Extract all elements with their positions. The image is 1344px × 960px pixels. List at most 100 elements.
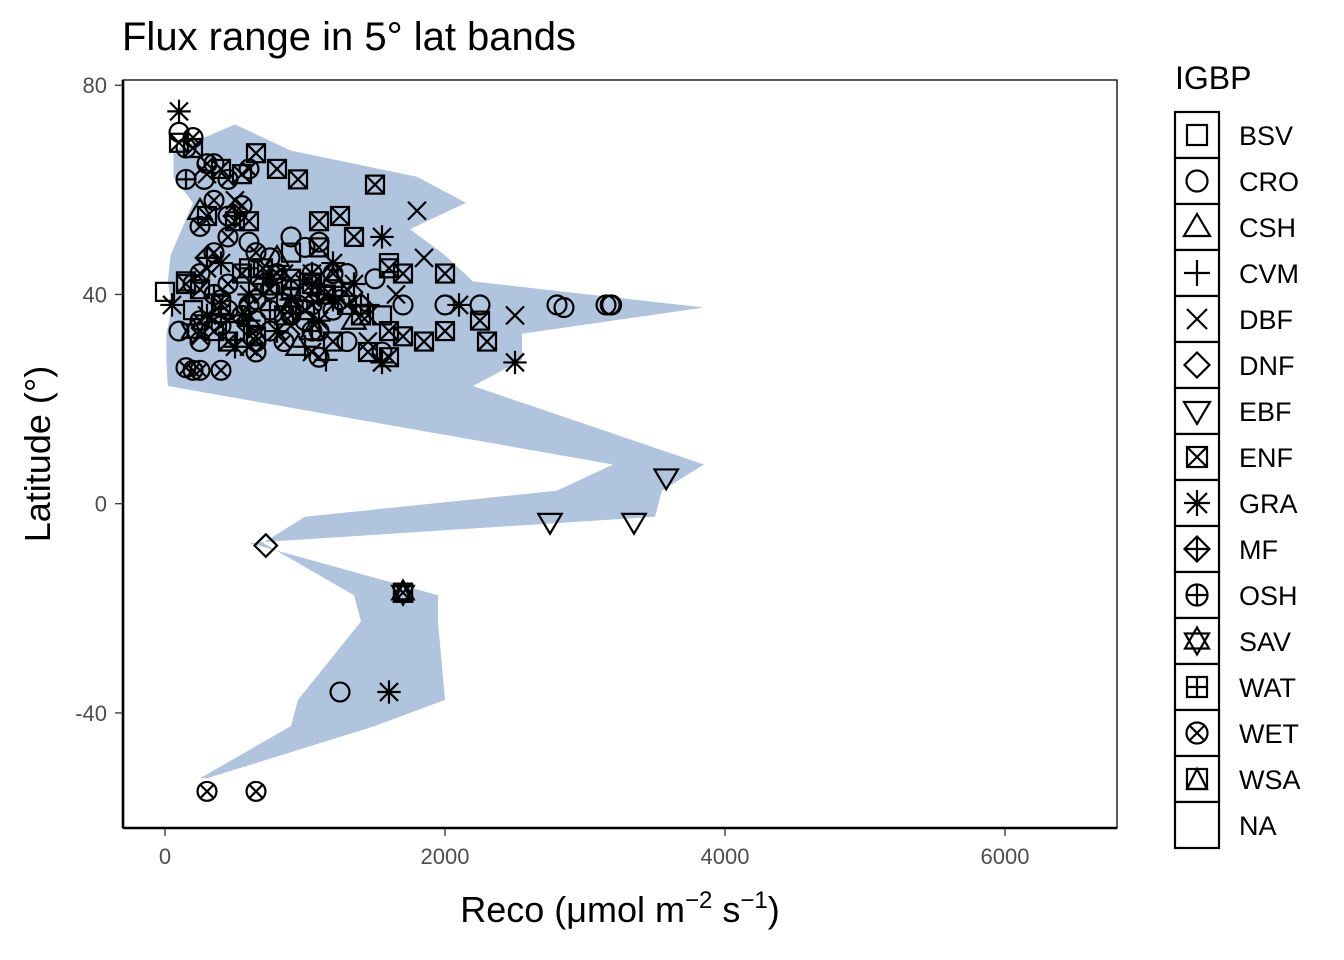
legend: BSV CRO CSH CVM DBF DNF EBF ENF GRA MF OSH SAV WAT WE… — [1173, 110, 1301, 850]
legend-label: EBF — [1239, 397, 1292, 427]
point-enf — [364, 174, 386, 195]
point-osh — [259, 299, 281, 321]
legend-symbol-dnf — [1182, 350, 1212, 380]
point-ebf — [536, 512, 564, 536]
point-wet — [245, 242, 267, 264]
point-gra — [160, 293, 184, 317]
point-cro — [203, 153, 225, 175]
point-enf — [434, 263, 456, 284]
y-tick-label: 0 — [95, 492, 107, 517]
point-wet — [301, 262, 323, 285]
point-dbf — [407, 200, 427, 221]
x-axis-label-exp2: −1 — [740, 887, 767, 914]
legend-label: DNF — [1239, 351, 1295, 381]
point-wet — [189, 215, 211, 238]
point-gra — [377, 680, 401, 704]
legend-symbol-osh — [1185, 583, 1209, 607]
point-wet — [322, 262, 344, 285]
point-gra — [167, 99, 191, 124]
legend-key — [1173, 754, 1221, 804]
point-wet — [259, 278, 281, 300]
legend-label: WSA — [1239, 765, 1301, 795]
point-wat — [280, 279, 302, 300]
point-enf — [329, 205, 351, 227]
point-wet — [203, 242, 225, 264]
legend-key — [1173, 800, 1221, 850]
legend-label: DBF — [1239, 305, 1293, 335]
legend-item-bsv: BSV — [1173, 110, 1293, 160]
legend-label: NA — [1239, 811, 1277, 841]
legend-label: GRA — [1239, 489, 1298, 519]
point-cro — [601, 294, 623, 316]
legend-symbol-gra — [1184, 490, 1210, 516]
point-wet — [238, 158, 260, 180]
legend-symbol-dbf — [1186, 308, 1208, 330]
point-cro — [294, 236, 316, 258]
point-osh — [175, 168, 197, 190]
legend-symbol-cvm — [1184, 260, 1210, 286]
point-wsa — [392, 581, 414, 603]
legend-symbol-sav — [1183, 625, 1211, 657]
legend-key — [1173, 156, 1221, 206]
legend-symbol-mf — [1182, 534, 1212, 564]
point-enf — [476, 331, 498, 352]
legend-item-cro: CRO — [1173, 156, 1299, 206]
point-wet — [203, 189, 225, 211]
legend-item-wat: WAT — [1173, 662, 1296, 712]
legend-item-osh: OSH — [1173, 570, 1298, 620]
legend-key — [1173, 616, 1221, 666]
x-ticks: 0 2000 4000 6000 — [159, 828, 1030, 869]
point-enf — [308, 237, 330, 258]
point-wet — [217, 226, 239, 248]
legend-label: CSH — [1239, 213, 1296, 243]
point-ebf — [652, 468, 680, 492]
point-wet — [308, 346, 330, 368]
legend-symbol-bsv — [1185, 123, 1209, 147]
point-cro — [238, 231, 260, 253]
legend-item-mf: MF — [1173, 524, 1278, 574]
point-gra — [370, 350, 394, 375]
point-enf — [343, 226, 365, 248]
point-dnf — [252, 532, 279, 559]
legend-item-enf: ENF — [1173, 432, 1293, 482]
point-cro — [329, 681, 351, 703]
point-wet — [231, 194, 253, 217]
legend-item-dbf: DBF — [1173, 294, 1293, 344]
legend-key — [1173, 340, 1221, 390]
point-cro — [336, 330, 358, 353]
y-axis-label: Latitude (°) — [17, 366, 58, 542]
legend-item-na: NA — [1173, 800, 1277, 850]
point-cro — [280, 226, 302, 248]
point-enf — [357, 341, 379, 363]
point-enf — [392, 326, 414, 347]
x-tick-label: 6000 — [981, 844, 1030, 869]
point-wet — [266, 262, 288, 285]
legend-item-wet: WET — [1173, 708, 1299, 758]
legend-key — [1173, 202, 1221, 252]
x-tick-label: 4000 — [701, 844, 750, 869]
legend-symbol-wat — [1185, 675, 1209, 699]
scatter-points-layer — [154, 99, 680, 802]
point-ebf — [620, 512, 648, 536]
point-wet — [238, 294, 260, 316]
legend-label: MF — [1239, 535, 1278, 565]
legend-label: CRO — [1239, 167, 1299, 197]
point-sav — [180, 316, 206, 346]
point-cro — [364, 268, 386, 290]
legend-symbol-wsa — [1185, 766, 1209, 791]
point-gra — [370, 225, 394, 249]
point-cro — [553, 296, 575, 319]
legend-label: BSV — [1239, 121, 1293, 151]
point-gra — [223, 335, 247, 359]
point-wet — [329, 289, 351, 311]
point-dbf — [414, 248, 434, 268]
legend-item-gra: GRA — [1173, 478, 1298, 528]
legend-label: WET — [1239, 719, 1299, 749]
point-wet — [245, 341, 267, 363]
legend-symbol-ebf — [1182, 400, 1212, 427]
point-wet — [210, 289, 232, 311]
point-wet — [189, 359, 211, 381]
point-enf — [266, 158, 288, 180]
legend-item-wsa: WSA — [1173, 754, 1301, 804]
